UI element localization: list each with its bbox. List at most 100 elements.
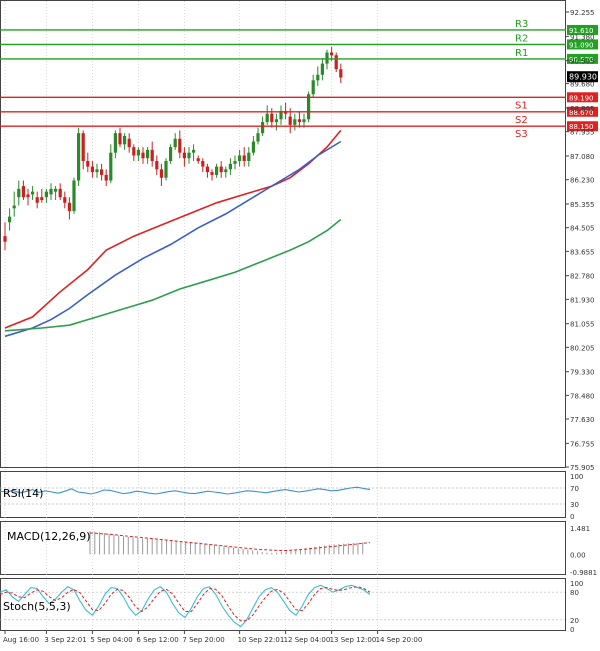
candle [196, 155, 200, 164]
candle-body [182, 152, 186, 159]
candle [100, 163, 104, 181]
candle-body [297, 119, 301, 123]
level-tag [567, 92, 598, 103]
candle [26, 188, 30, 206]
level-tag [567, 106, 598, 117]
candle-body [63, 197, 67, 203]
candle-body [146, 149, 150, 159]
level-tag [567, 39, 598, 50]
price-tick-label: 85.355 [570, 201, 595, 209]
candle-body [49, 188, 53, 195]
moving-average-line [4, 218, 342, 332]
price-tick-label: 80.205 [570, 344, 595, 352]
candle [320, 58, 324, 81]
candle-body [302, 119, 306, 123]
candle-body [86, 161, 90, 167]
candle [3, 222, 7, 251]
price-tick-label: 79.330 [570, 369, 595, 377]
current-price-marker: 89.930 [567, 71, 598, 83]
macd-tick-label: -0.9881 [570, 569, 597, 577]
candle [155, 155, 159, 175]
level-value: 89.190 [569, 94, 594, 102]
time-tick-label: Aug 16:00 [3, 636, 39, 644]
price-tick-label: 92.255 [570, 9, 595, 17]
candle-body [155, 161, 159, 170]
stoch-panel-frame [0, 578, 566, 631]
candle-body [72, 180, 76, 212]
candle-body [233, 161, 237, 164]
candle [215, 163, 219, 178]
candle-body [109, 152, 113, 181]
moving-average-line [4, 129, 342, 329]
candle [178, 130, 182, 159]
candle [279, 105, 283, 125]
candle [293, 113, 297, 131]
candle [141, 147, 145, 164]
candle [311, 74, 315, 98]
stoch-tick-label: 80 [570, 589, 579, 597]
candle [31, 186, 35, 200]
price-tick-label: 88.805 [570, 105, 595, 113]
candle-body [325, 52, 329, 64]
price-tick-label: 84.505 [570, 225, 595, 233]
candle-body [173, 138, 177, 148]
candle-body [12, 205, 16, 209]
candle [109, 144, 113, 184]
price-tick-label: 83.655 [570, 248, 595, 256]
candle-body [31, 191, 35, 195]
candle-body [219, 166, 223, 173]
candle [90, 161, 94, 178]
current-price-label: 89.930 [569, 73, 597, 82]
price-tick-label: 87.955 [570, 129, 595, 137]
candle [173, 133, 177, 150]
candle [118, 127, 122, 148]
candle [44, 188, 48, 203]
rsi-panel-frame [0, 471, 566, 518]
candle [113, 130, 117, 159]
rsi-tick-label: 30 [570, 501, 579, 509]
candle [40, 188, 44, 203]
candle [297, 110, 301, 128]
candle-body [238, 155, 242, 162]
price-tick-label: 90.505 [570, 58, 595, 66]
candle-body [247, 152, 251, 162]
candle [77, 127, 81, 187]
candle-body [159, 169, 163, 178]
price-tick-label: 76.755 [570, 440, 595, 448]
level-value: 88.670 [569, 109, 594, 117]
candle [228, 158, 232, 175]
level-name: S3 [515, 129, 528, 140]
macd-label: MACD(12,26,9) [7, 530, 91, 543]
price-tick-label: 91.380 [570, 33, 595, 41]
candle-body [178, 138, 182, 153]
candle-body [136, 149, 140, 156]
rsi-tick-label: 0 [570, 513, 574, 521]
price-tick-label: 89.680 [570, 81, 595, 89]
candle [187, 147, 191, 164]
level-value: 90.570 [569, 56, 594, 64]
macd-tick-label: 0.00 [570, 551, 586, 559]
level-name: R1 [515, 48, 528, 59]
candle-body [279, 110, 283, 120]
candle [251, 135, 255, 156]
candle [95, 163, 99, 178]
candle-body [311, 80, 315, 95]
rsi-panel: 100 70 30 0 [0, 473, 583, 521]
candle-body [77, 133, 81, 181]
price-tick-label: 77.630 [570, 416, 595, 424]
level-tag [567, 53, 598, 64]
candle-body [104, 174, 108, 181]
level-tag [567, 24, 598, 35]
level-name: S2 [515, 115, 528, 126]
price-tick-label: 87.080 [570, 153, 595, 161]
candle-body [100, 169, 104, 175]
time-tick-label: 5 Sep 04:00 [90, 636, 132, 644]
rsi-tick-label: 100 [570, 473, 583, 481]
moving-averages [4, 129, 342, 338]
time-tick-label: 13 Sep 12:00 [330, 636, 377, 644]
candle-body [44, 191, 48, 198]
candle [136, 147, 140, 162]
candle [63, 191, 67, 209]
candle [201, 158, 205, 173]
